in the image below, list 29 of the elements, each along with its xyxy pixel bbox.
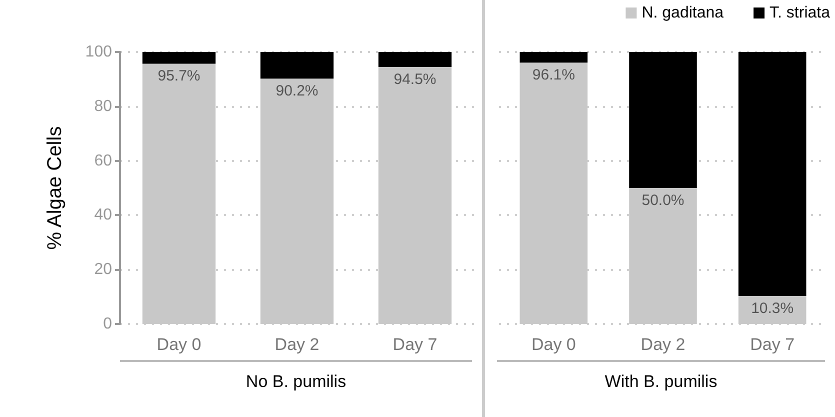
y-tick-label: 60 [94, 152, 112, 170]
x-tick-label: Day 7 [392, 335, 438, 354]
y-tick-label: 100 [85, 44, 112, 60]
x-tick-label: Day 0 [531, 335, 576, 354]
y-tick-label: 80 [94, 98, 112, 115]
x-tick-label: Day 0 [156, 335, 202, 354]
x-axis-title: No B. pumilis [120, 360, 472, 392]
data-label: 95.7% [158, 68, 200, 85]
y-tick-label: 40 [94, 206, 112, 224]
bar [629, 52, 697, 188]
y-tick-label: 0 [103, 316, 112, 332]
data-label: 50.0% [642, 192, 684, 209]
data-label: 10.3% [751, 300, 794, 317]
y-tick-label: 20 [94, 261, 112, 278]
data-label: 96.1% [532, 66, 575, 84]
data-label: 94.5% [394, 70, 436, 88]
bar [520, 52, 588, 63]
legend-label: T. striata [770, 4, 830, 22]
x-tick-label: Day 2 [640, 335, 686, 354]
bar [378, 52, 452, 67]
bar [738, 52, 806, 296]
bar [142, 52, 216, 64]
data-label: 90.2% [276, 82, 318, 100]
x-axis-title: With B. pumilis [497, 360, 825, 392]
bar [260, 52, 334, 79]
legend-label: N. gaditana [642, 4, 724, 22]
x-tick-label: Day 7 [750, 335, 795, 354]
x-tick-label: Day 2 [274, 335, 320, 354]
y-axis-title: % Algae Cells [44, 126, 66, 250]
